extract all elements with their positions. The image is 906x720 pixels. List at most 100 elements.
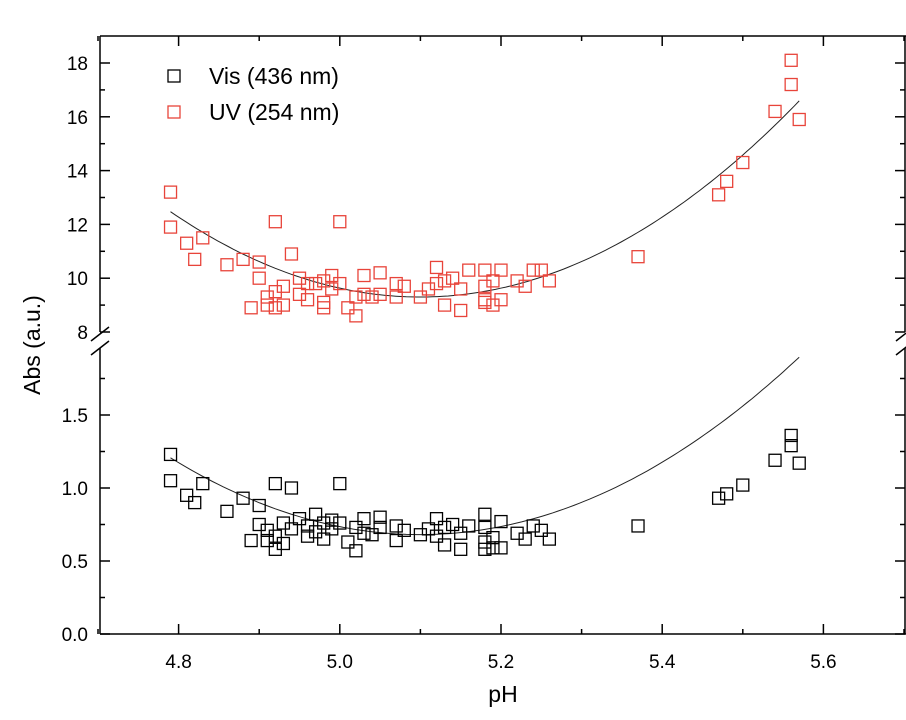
x-tick-label: 5.6 [810, 652, 836, 673]
data-point-vis [437, 538, 452, 552]
data-point-uv [389, 290, 403, 304]
data-point-vis [357, 526, 371, 540]
data-points [163, 53, 806, 558]
data-point-vis [268, 529, 282, 543]
data-point-uv [518, 279, 532, 293]
data-point-uv [373, 287, 387, 301]
data-point-uv [196, 231, 210, 245]
x-tick-label: 5.4 [649, 652, 676, 673]
data-point-uv [308, 276, 323, 291]
data-point-vis [244, 533, 258, 548]
data-point-uv [429, 276, 444, 291]
data-point-vis [268, 476, 282, 491]
data-point-uv [349, 309, 363, 323]
data-point-uv [494, 263, 508, 277]
data-point-uv [268, 301, 282, 315]
data-point-uv [373, 266, 387, 280]
legend-marker-uv [167, 105, 181, 119]
data-point-uv [236, 252, 250, 267]
data-point-uv [397, 279, 411, 293]
data-point-uv [631, 250, 645, 264]
data-point-uv [478, 295, 492, 310]
data-point-uv [486, 274, 500, 288]
data-point-uv [317, 301, 331, 315]
data-point-uv [429, 260, 444, 275]
data-point-vis [349, 544, 363, 558]
legend-label-vis: Vis (436 nm) [209, 63, 339, 89]
data-point-vis [300, 529, 315, 543]
data-point-uv [325, 268, 339, 283]
data-point-uv [333, 276, 347, 291]
data-point-uv [768, 104, 782, 119]
data-point-vis [478, 507, 492, 521]
data-point-vis [720, 487, 734, 501]
data-point-uv [357, 268, 371, 283]
data-point-vis [494, 514, 508, 529]
data-point-vis [341, 535, 355, 549]
legend-label-uv: UV (254 nm) [209, 99, 339, 125]
data-point-vis [373, 520, 387, 535]
data-point-vis [454, 526, 468, 540]
fit-curves [170, 100, 800, 536]
data-point-uv [784, 53, 798, 67]
data-point-vis [252, 498, 266, 513]
axis-break-mark-left-2 [90, 340, 110, 356]
y-tick-label-lower: 0.0 [62, 625, 88, 646]
fit-curve-lower [170, 356, 800, 536]
data-point-uv [252, 271, 266, 285]
data-point-vis [325, 513, 339, 527]
axis-break-mark-right-2 [895, 346, 906, 356]
data-point-vis [397, 523, 411, 537]
data-point-vis [486, 530, 500, 545]
data-point-vis [542, 532, 557, 546]
y-tick-label-upper: 12 [67, 215, 88, 236]
data-point-uv [260, 298, 274, 312]
data-point-vis [220, 504, 234, 519]
data-point-uv [792, 112, 806, 127]
data-point-vis [333, 516, 347, 530]
data-point-vis [462, 519, 476, 533]
data-point-uv [357, 287, 371, 301]
data-point-uv [526, 263, 540, 277]
data-point-uv [413, 290, 428, 304]
x-tick-label: 4.8 [165, 652, 191, 673]
data-point-vis [486, 541, 500, 555]
y-tick-label-upper: 18 [67, 54, 88, 75]
data-point-vis [792, 456, 806, 470]
y-axis-title: Abs (a.u.) [19, 295, 45, 395]
data-point-uv [244, 301, 258, 315]
y-tick-label-lower: 1.0 [62, 479, 88, 500]
data-point-vis [365, 528, 379, 542]
data-point-uv [711, 188, 726, 202]
data-point-vis [317, 532, 331, 546]
data-point-vis [631, 519, 645, 533]
data-point-uv [276, 298, 291, 312]
data-point-vis [429, 529, 444, 543]
data-point-vis [768, 453, 782, 467]
data-point-uv [736, 155, 750, 170]
data-point-uv [268, 215, 282, 229]
y-tick-label-upper: 8 [77, 323, 88, 344]
data-point-uv [720, 174, 734, 189]
x-tick-label: 5.2 [488, 652, 514, 673]
y-tick-label-lower: 1.5 [62, 406, 88, 427]
data-point-uv [478, 263, 492, 277]
data-point-uv [341, 301, 355, 315]
data-point-vis [236, 491, 250, 505]
axis-break-mark-left-1 [90, 326, 110, 342]
data-point-vis [284, 522, 299, 536]
data-point-vis [260, 533, 274, 548]
data-point-uv [462, 263, 476, 277]
data-point-vis [333, 476, 347, 491]
data-point-uv [534, 263, 548, 277]
axes-layer: 4.8 5.0 5.2 5.4 5.6 0.0 0.5 1.0 1.5 8 10 12 14 16 18 [62, 35, 906, 673]
data-point-vis [478, 542, 492, 556]
y-tick-label-upper: 10 [67, 269, 88, 290]
data-point-vis [357, 512, 371, 526]
data-point-uv [300, 293, 315, 307]
data-point-vis [478, 520, 492, 535]
data-point-uv [437, 298, 452, 312]
data-point-vis [284, 481, 299, 495]
data-point-vis [784, 439, 798, 453]
